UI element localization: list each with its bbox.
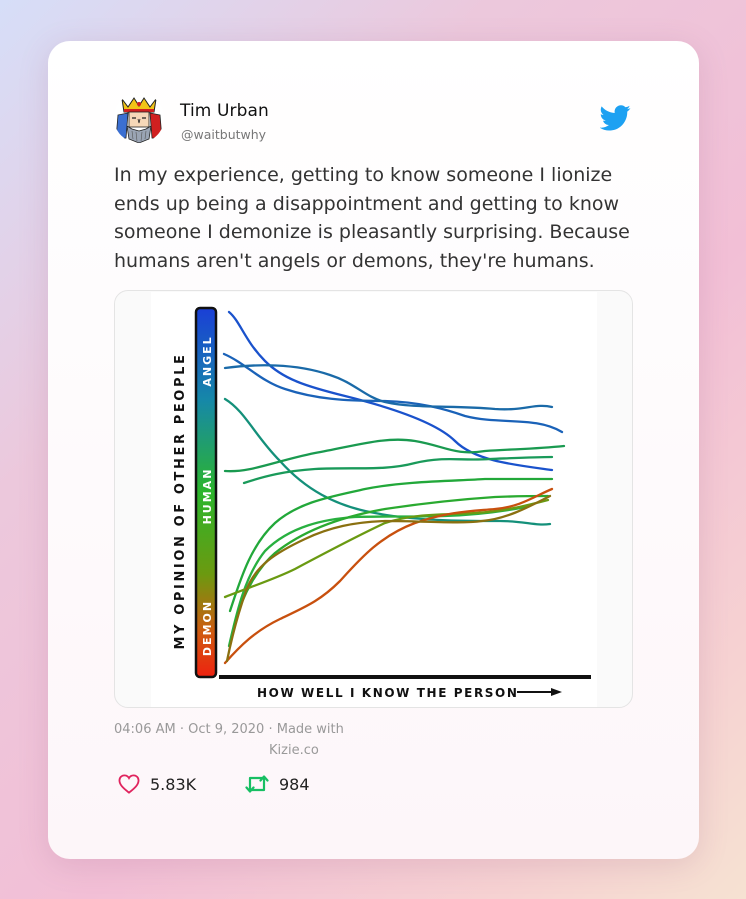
king-card-avatar-icon: [114, 93, 164, 143]
curve-green-upper: [242, 455, 554, 485]
curve-green-1: [228, 477, 554, 613]
twitter-bird-icon[interactable]: [599, 105, 631, 131]
curve-human-flat: [223, 438, 566, 473]
chart-background: [151, 292, 597, 707]
curve-olive-rise: [223, 498, 550, 599]
heart-icon: [118, 774, 140, 794]
x-axis-label: HOW WELL I KNOW THE PERSON: [257, 686, 519, 700]
made-with-link[interactable]: Kizie.co: [269, 743, 319, 758]
tweet-text: In my experience, getting to know someon…: [114, 164, 630, 272]
retweet-button[interactable]: 984: [245, 771, 310, 797]
tweet-timestamp: 04:06 AM · Oct 9, 2020 · Made with: [114, 722, 344, 737]
x-axis-arrowhead-icon: [551, 688, 562, 696]
retweet-icon: [245, 775, 269, 793]
angel-label: ANGEL: [201, 335, 214, 386]
author-handle[interactable]: @waitbutwhy: [181, 127, 267, 142]
opinion-spectrum-bar: [194, 306, 218, 679]
curve-demon-low: [223, 487, 554, 665]
tweet-media[interactable]: MY OPINION OF OTHER PEOPLE ANGEL HUMAN D…: [114, 290, 633, 708]
curve-angel-to-human: [223, 397, 552, 526]
like-count: 5.83K: [150, 774, 197, 794]
human-label: HUMAN: [201, 468, 214, 525]
avatar[interactable]: [114, 93, 164, 143]
demon-label: DEMON: [201, 600, 214, 656]
tweet-card: Tim Urban @waitbutwhy In my experience, …: [48, 41, 699, 859]
y-axis-label: MY OPINION OF OTHER PEOPLE: [173, 353, 188, 650]
curve-green-2: [227, 505, 528, 648]
retweet-count: 984: [279, 774, 310, 794]
curve-brown-rise: [225, 494, 552, 663]
author-name[interactable]: Tim Urban: [180, 101, 269, 121]
like-button[interactable]: 5.83K: [118, 771, 196, 797]
curve-angel-high-3: [223, 364, 554, 411]
opinion-chart: MY OPINION OF OTHER PEOPLE ANGEL HUMAN D…: [151, 292, 597, 707]
